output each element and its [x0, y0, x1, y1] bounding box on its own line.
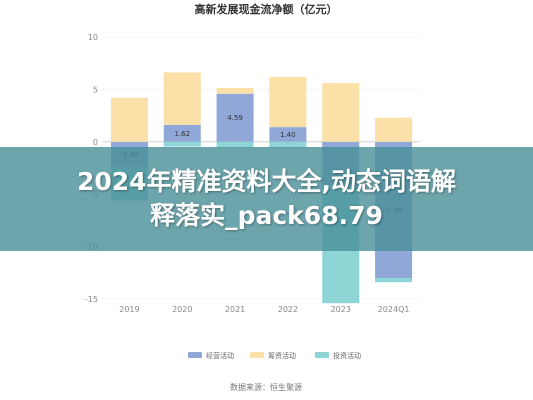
- legend-swatch: [250, 352, 264, 358]
- legend-label: 投资活动: [333, 351, 361, 360]
- x-tick-label: 2022: [278, 305, 298, 314]
- bar-2022-筹资活动: [269, 76, 307, 128]
- y-tick-label: 10: [88, 33, 98, 42]
- bar-2020-经营活动: [163, 124, 201, 142]
- legend-swatch: [315, 352, 329, 358]
- banner-line-1: 2024年精准资料大全,动态词语解: [76, 167, 457, 196]
- source-text: 数据来源：恒生聚源: [230, 382, 302, 392]
- bar-2024Q1-筹资活动: [375, 117, 413, 142]
- bar-2020-投资活动: [163, 141, 201, 147]
- legend-swatch: [188, 352, 202, 358]
- bar-2022-经营活动: [269, 127, 307, 142]
- y-tick-label: -15: [85, 295, 98, 304]
- bar-2021-投资活动: [216, 141, 254, 148]
- x-tick-label: 2020: [172, 305, 192, 314]
- data-label: 4.59: [227, 114, 243, 122]
- data-label: 1.62: [174, 130, 190, 138]
- x-tick-label: 2024Q1: [378, 305, 410, 314]
- x-axis-ticks: 2019 2020 2021 2022 2023 2024Q1: [119, 305, 409, 314]
- legend: 经营活动 筹资活动 投资活动: [188, 351, 361, 360]
- watermark-banner: 2024年精准资料大全,动态词语解 释落实_pack68.79: [0, 147, 533, 251]
- data-label: 1.40: [280, 131, 296, 139]
- bar-2024Q1-投资活动: [375, 278, 413, 283]
- bar-2020-筹资活动: [163, 72, 201, 125]
- x-tick-label: 2021: [225, 305, 245, 314]
- y-tick-label: 0: [93, 138, 98, 147]
- legend-label: 经营活动: [206, 351, 234, 360]
- x-tick-label: 2019: [119, 305, 139, 314]
- legend-label: 筹资活动: [268, 351, 296, 360]
- bar-2021-经营活动: [216, 93, 254, 142]
- y-tick-label: 5: [93, 85, 98, 94]
- bar-2022-投资活动: [269, 141, 307, 149]
- chart-title: 高新发展现金流净额（亿元）: [195, 2, 338, 16]
- bar-2019-筹资活动: [110, 97, 148, 142]
- banner-line-2: 释落实_pack68.79: [150, 201, 383, 230]
- bar-2021-筹资活动: [216, 87, 254, 94]
- x-tick-label: 2023: [331, 305, 351, 314]
- bar-2023-筹资活动: [322, 83, 360, 142]
